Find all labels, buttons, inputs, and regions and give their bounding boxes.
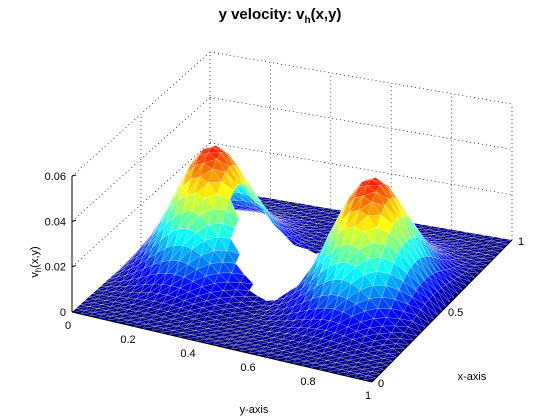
z-tick-label: 0.04 [45, 216, 66, 228]
axis-line [371, 239, 513, 383]
grid-line [71, 51, 211, 177]
axis-labels: x-axis y-axis vh(x,y) [29, 246, 487, 416]
grid-line [209, 51, 513, 105]
z-tick-label: 0.02 [45, 262, 66, 274]
grid-line [71, 97, 211, 222]
y-tick-label: 1 [365, 390, 371, 402]
y-tick-label: 0.6 [240, 362, 255, 374]
chart-title-tail: (x,y) [310, 6, 342, 23]
surface-facet [259, 204, 273, 224]
z-tick-label: 0 [60, 307, 66, 319]
y-tick-label: 0.8 [300, 376, 315, 388]
grid-line [209, 96, 513, 150]
y-tick-label: 0 [65, 320, 71, 332]
x-tick-label: 0.5 [448, 307, 463, 319]
x-tick-label: 0 [378, 378, 384, 390]
surface-facet [242, 182, 256, 204]
x-axis-label: x-axis [458, 371, 487, 383]
y-axis-label: y-axis [240, 404, 269, 416]
z-tick-mark [71, 174, 77, 177]
y-tick-label: 0.4 [180, 348, 195, 360]
surface-mesh [71, 145, 513, 383]
surface-facet [272, 223, 286, 237]
chart-title: y velocity: vh(x,y) [0, 6, 560, 26]
x-tick-label: 1 [518, 236, 524, 248]
axes [71, 176, 513, 383]
z-tick-mark [71, 219, 77, 222]
z-tick-mark [71, 310, 77, 313]
y-tick-label: 0.2 [120, 334, 135, 346]
z-tick-label: 0.06 [45, 171, 66, 183]
grid-line [71, 142, 211, 267]
axis-line [71, 311, 373, 383]
chart-title-main: y velocity: v [218, 6, 305, 23]
chart-title-sub: h [304, 15, 311, 26]
z-tick-mark [71, 265, 77, 268]
z-axis-label: vh(x,y) [29, 246, 43, 277]
surface-facet [293, 243, 308, 250]
